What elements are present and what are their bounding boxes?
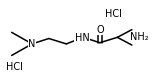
Text: HCl: HCl xyxy=(6,62,23,72)
Text: N: N xyxy=(28,39,36,49)
Text: HCl: HCl xyxy=(105,9,122,19)
Text: O: O xyxy=(96,25,104,35)
Text: HN: HN xyxy=(75,33,90,43)
Text: NH₂: NH₂ xyxy=(130,32,149,42)
